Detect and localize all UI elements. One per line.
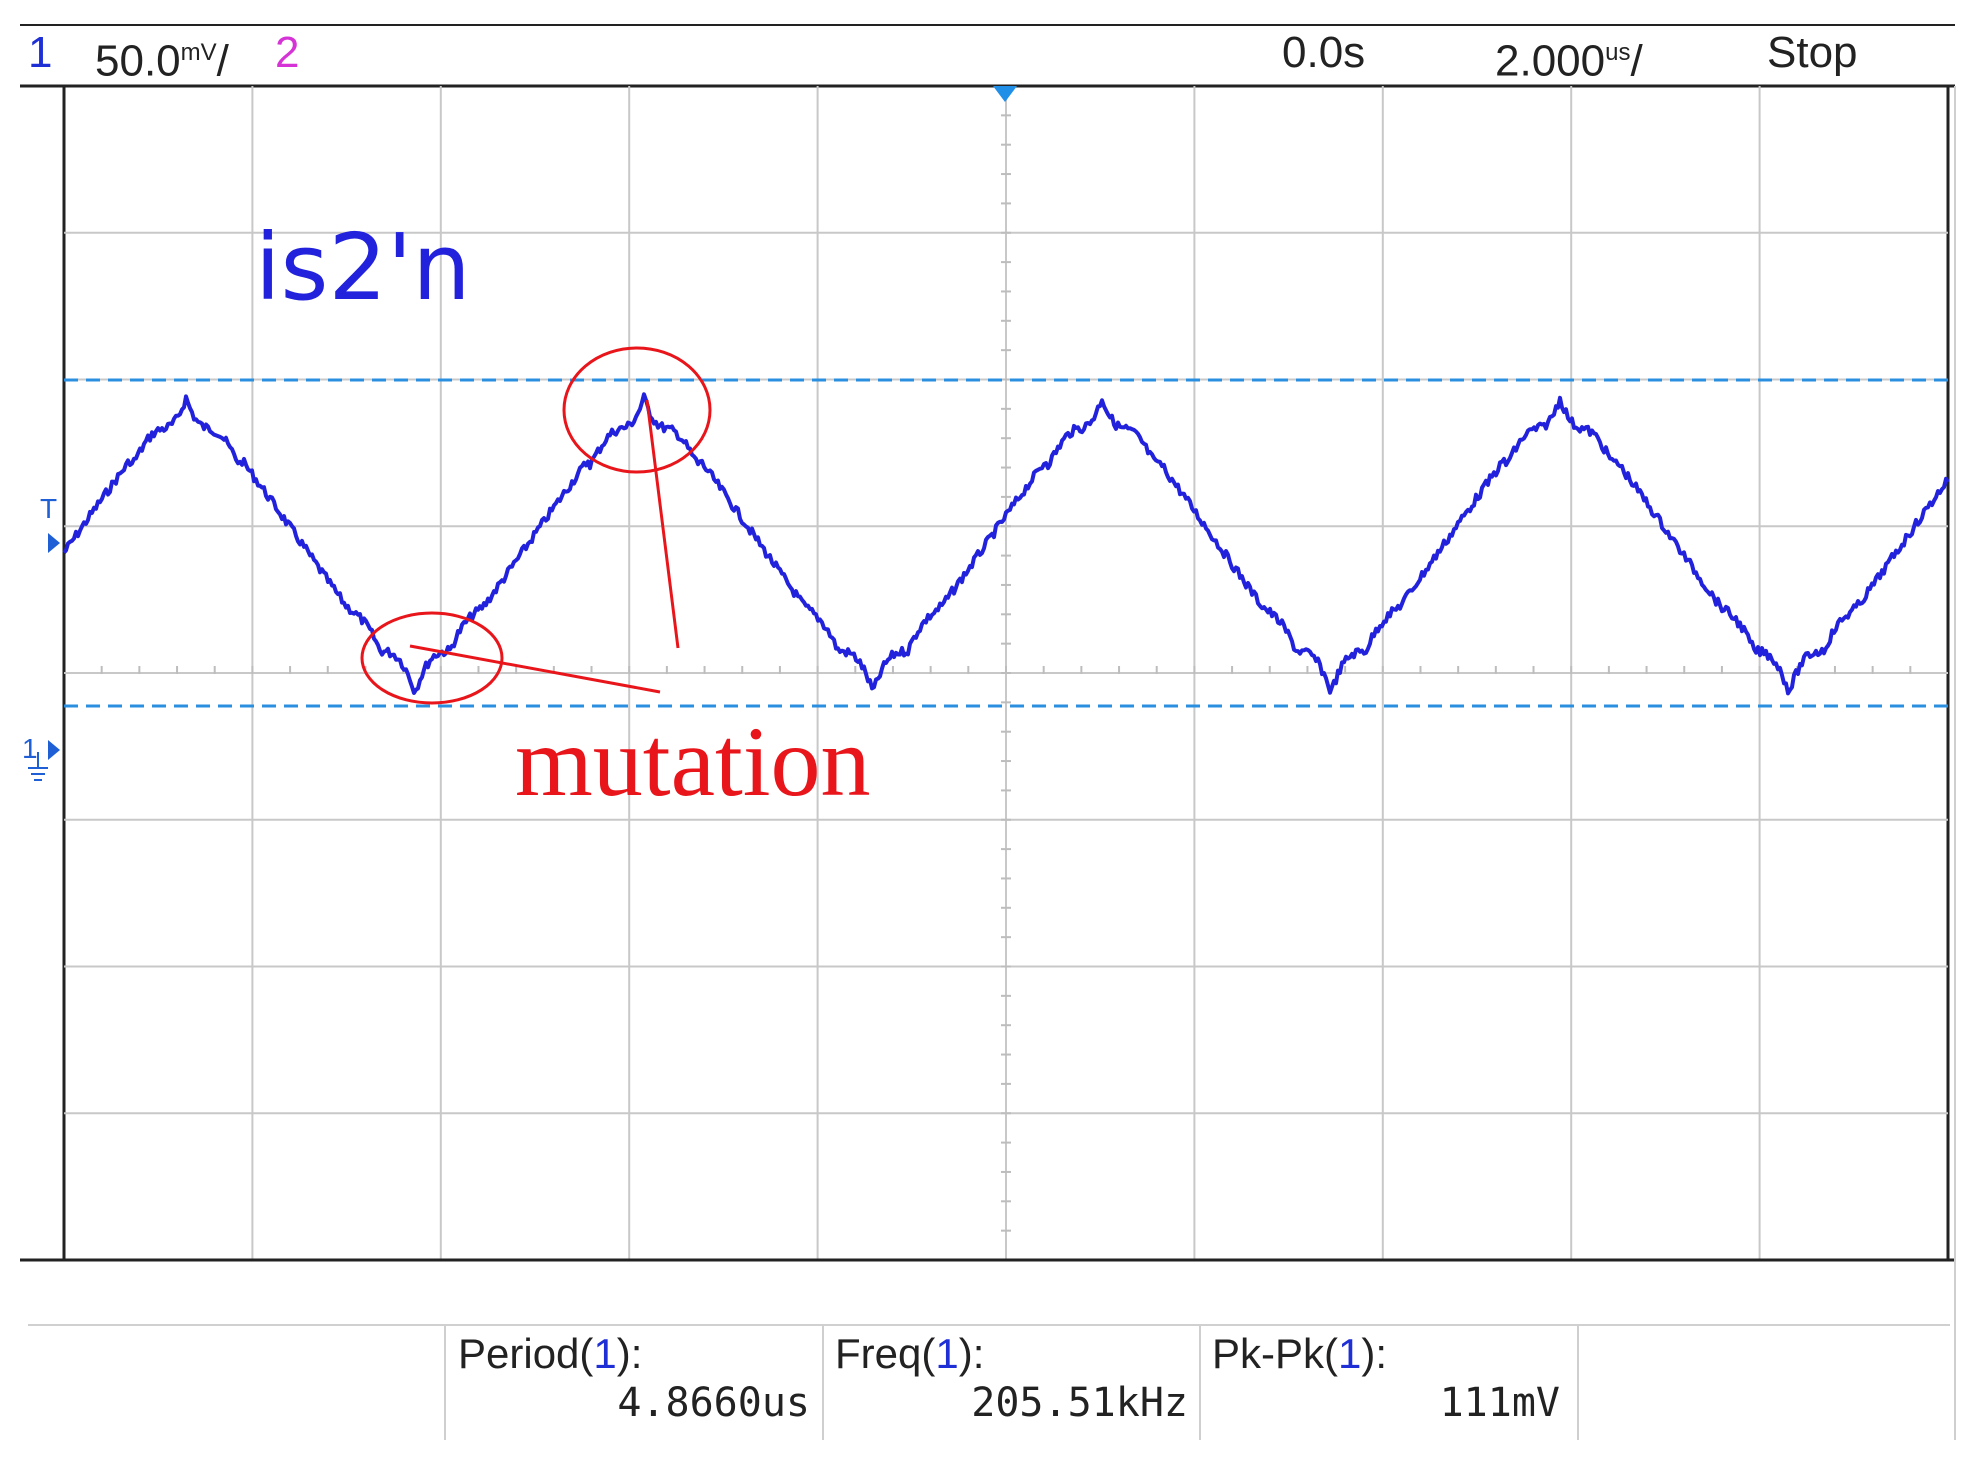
measurement-freq-channel: 1 [935,1330,959,1377]
measurement-freq-value: 205.51kHz [971,1380,1188,1426]
measurement-dividers [444,86,1956,1440]
channel-1-scale-unit: mV [180,39,217,66]
annotation-pointer-peak [645,399,680,649]
measurement-pkpk-value: 111mV [1439,1380,1560,1426]
channel-2-indicator[interactable]: 2 [275,28,300,77]
channel-1-indicator[interactable]: 1 [28,28,53,77]
measurement-period-label: Period(1): [458,1330,643,1377]
annotation-label: mutation [515,706,871,817]
run-state[interactable]: Stop [1767,28,1858,77]
measurement-period-channel: 1 [593,1330,617,1377]
channel-1-scale: 50.0mV/ [95,36,229,86]
annotation-pointer-trough [409,644,661,694]
trace-label: is2'n [255,214,471,321]
measurement-freq-label: Freq(1): [835,1330,985,1377]
ground-marker-arrow [48,740,60,760]
measurement-freq-name: Freq [835,1330,922,1377]
time-position: 0.0s [1282,28,1366,77]
waveform-trace [62,392,1950,696]
measurement-pkpk-label: Pk-Pk(1): [1212,1330,1388,1377]
channel-1-scale-value: 50.0 [95,36,181,86]
measurement-pkpk-channel: 1 [1338,1330,1362,1377]
timebase-unit: us [1605,39,1631,66]
trigger-level-arrow [48,533,60,553]
timebase-readout: 2.000us/ [1495,36,1643,86]
measurement-period-value: 4.8660us [617,1380,810,1426]
trigger-position-marker [993,86,1017,102]
measurement-period-name: Period [458,1330,580,1377]
ground-symbol [28,752,48,781]
center-axis-ticks [100,114,1912,1232]
annotation-circle-peak [562,346,712,474]
ground-level-label: 1 [22,733,38,764]
timebase-value: 2.000 [1495,36,1606,86]
trigger-level-label: T [40,493,58,524]
annotation-circle-trough [360,611,504,705]
measurement-pkpk-name: Pk-Pk [1212,1330,1325,1377]
